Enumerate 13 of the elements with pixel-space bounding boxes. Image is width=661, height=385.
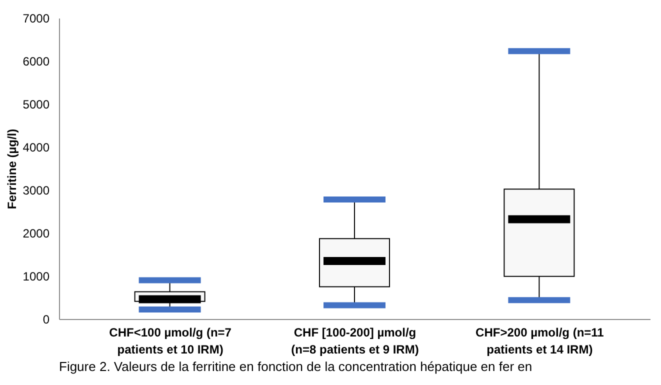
y-tick-label: 0: [42, 312, 50, 326]
y-tick-label: 6000: [22, 54, 50, 68]
y-tick-label: 5000: [22, 98, 50, 112]
y-tick-label: 3000: [22, 184, 50, 198]
y-axis-title: Ferritine (µg/l): [4, 128, 19, 210]
x-tick-label: CHF [100-200] µmol/g (n=8 patients et 9 IRM): [291, 326, 419, 356]
y-tick-label: 1000: [22, 270, 50, 284]
x-tick-label: CHF<100 µmol/g (n=7 patients et 10 IRM): [109, 326, 232, 356]
caption: Figure 2. Valeurs de la ferritine en fonction de la concentration hépatique en fer en: [59, 359, 532, 374]
y-tick-label: 2000: [22, 226, 50, 240]
y-tick-label: 7000: [22, 12, 50, 26]
x-tick-label: CHF>200 µmol/g (n=11 patients et 14 IRM): [476, 326, 604, 356]
y-tick-label: 4000: [22, 140, 50, 154]
